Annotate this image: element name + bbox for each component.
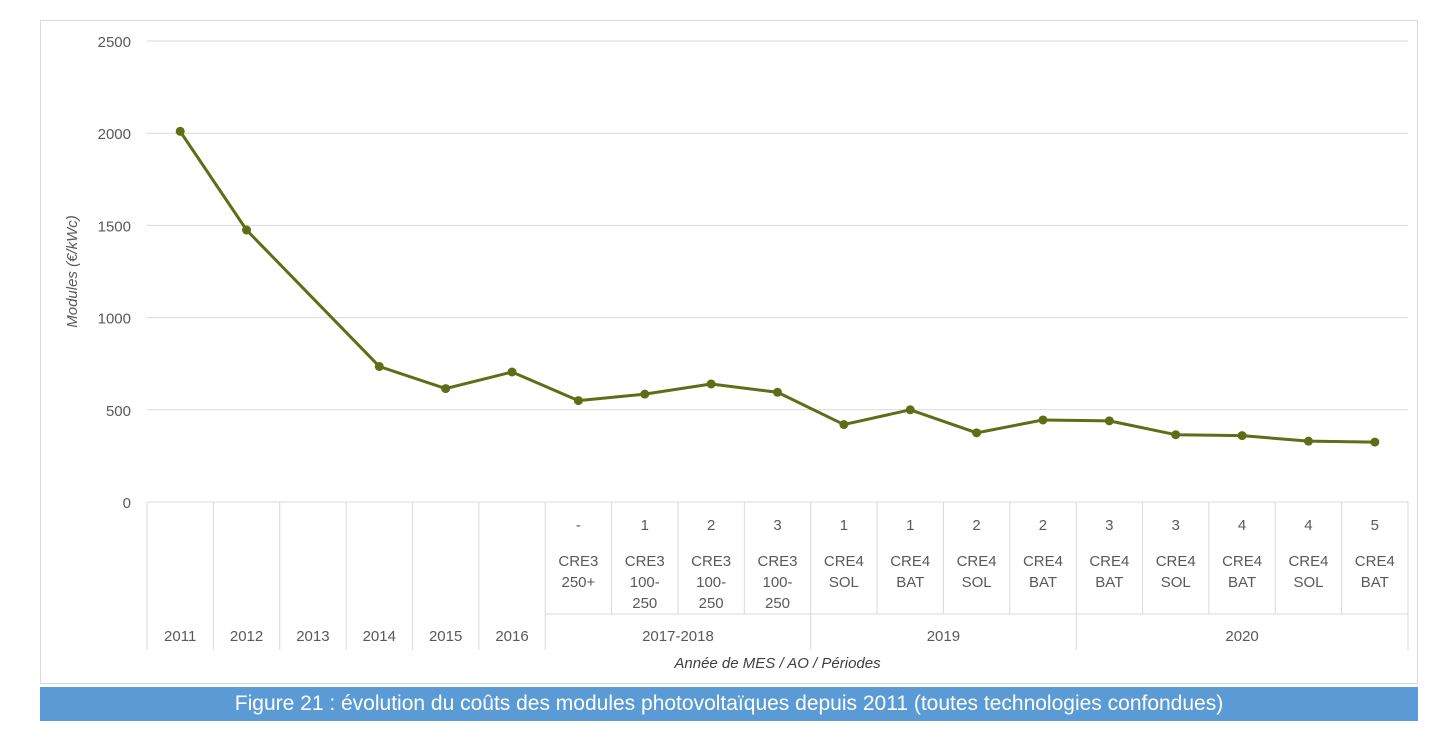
y-tick-label: 0 — [123, 495, 131, 512]
category-type-label: 250 — [632, 595, 657, 612]
category-type-label: 100- — [696, 574, 726, 591]
category-type-label: 250 — [765, 595, 790, 612]
group-label: 2020 — [1225, 628, 1258, 645]
category-type-label: CRE4 — [1222, 553, 1262, 570]
data-point — [773, 387, 782, 397]
data-point — [1370, 437, 1380, 447]
data-point — [905, 405, 915, 415]
category-type-label: BAT — [1228, 574, 1256, 591]
group-label: 2017-2018 — [642, 628, 714, 645]
period-label: 2 — [1039, 517, 1047, 534]
y-tick-label: 2500 — [98, 34, 131, 51]
period-label: 4 — [1304, 517, 1312, 534]
category-type-label: CRE4 — [1288, 553, 1328, 570]
period-label: 3 — [1172, 517, 1180, 534]
category-type-label: 100- — [630, 574, 660, 591]
category-type-label: 100- — [762, 574, 792, 591]
y-tick-label: 2000 — [98, 126, 131, 143]
period-label: 5 — [1371, 517, 1379, 534]
x-tick-label: 2013 — [296, 628, 329, 645]
category-type-label: CRE3 — [691, 553, 731, 570]
y-tick-label: 500 — [106, 403, 131, 420]
y-axis-label: Modules (€/kWc) — [64, 215, 81, 328]
category-type-label: CRE3 — [625, 553, 665, 570]
data-point — [972, 428, 982, 438]
data-point — [242, 225, 252, 235]
period-label: 2 — [972, 517, 980, 534]
chart-frame — [40, 20, 1418, 684]
category-type-label: BAT — [1095, 574, 1123, 591]
period-label: 3 — [1105, 517, 1113, 534]
category-type-label: SOL — [962, 574, 992, 591]
data-point — [640, 389, 650, 399]
category-type-label: CRE4 — [824, 553, 864, 570]
group-label: 2019 — [927, 628, 960, 645]
period-label: 1 — [840, 517, 848, 534]
category-type-label: CRE4 — [1355, 553, 1395, 570]
period-label: 2 — [707, 517, 715, 534]
category-type-label: SOL — [1293, 574, 1323, 591]
x-tick-label: 2012 — [230, 628, 263, 645]
category-type-label: CRE4 — [1023, 553, 1063, 570]
period-label: 1 — [641, 517, 649, 534]
category-type-label: BAT — [896, 574, 924, 591]
category-type-label: CRE4 — [1156, 553, 1196, 570]
data-point — [175, 126, 185, 136]
category-type-label: BAT — [1361, 574, 1389, 591]
category-type-label: SOL — [829, 574, 859, 591]
period-label: 4 — [1238, 517, 1246, 534]
category-type-label: 250+ — [561, 574, 595, 591]
x-axis-label: Année de MES / AO / Périodes — [673, 655, 881, 672]
category-type-label: SOL — [1161, 574, 1191, 591]
category-type-label: CRE4 — [890, 553, 930, 570]
period-label: 3 — [773, 517, 781, 534]
category-type-label: CRE4 — [957, 553, 997, 570]
data-point — [1104, 416, 1114, 426]
data-point — [1171, 430, 1181, 440]
period-label: - — [576, 517, 581, 534]
data-point — [573, 396, 583, 406]
data-point — [1038, 415, 1048, 425]
period-label: 1 — [906, 517, 914, 534]
x-tick-label: 2014 — [363, 628, 396, 645]
data-point — [441, 384, 451, 394]
category-type-label: BAT — [1029, 574, 1057, 591]
y-tick-label: 1500 — [98, 218, 131, 235]
category-type-label: CRE3 — [558, 553, 598, 570]
x-tick-label: 2015 — [429, 628, 462, 645]
data-point — [1237, 431, 1247, 441]
series-line — [178, 130, 1375, 444]
data-point — [839, 420, 849, 430]
data-point — [507, 367, 517, 377]
data-point — [1303, 436, 1313, 446]
data-point — [374, 361, 384, 371]
category-type-label: CRE3 — [757, 553, 797, 570]
figure-caption: Figure 21 : évolution du coûts des modul… — [40, 687, 1418, 721]
data-point — [706, 379, 716, 389]
x-tick-label: 2016 — [495, 628, 528, 645]
category-type-label: CRE4 — [1089, 553, 1129, 570]
y-tick-label: 1000 — [98, 311, 131, 328]
category-type-label: 250 — [699, 595, 724, 612]
x-tick-label: 2011 — [164, 628, 196, 645]
